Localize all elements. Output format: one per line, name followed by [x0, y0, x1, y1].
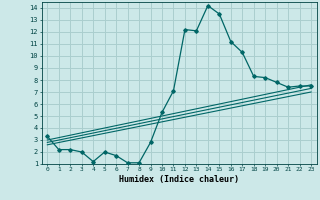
- X-axis label: Humidex (Indice chaleur): Humidex (Indice chaleur): [119, 175, 239, 184]
